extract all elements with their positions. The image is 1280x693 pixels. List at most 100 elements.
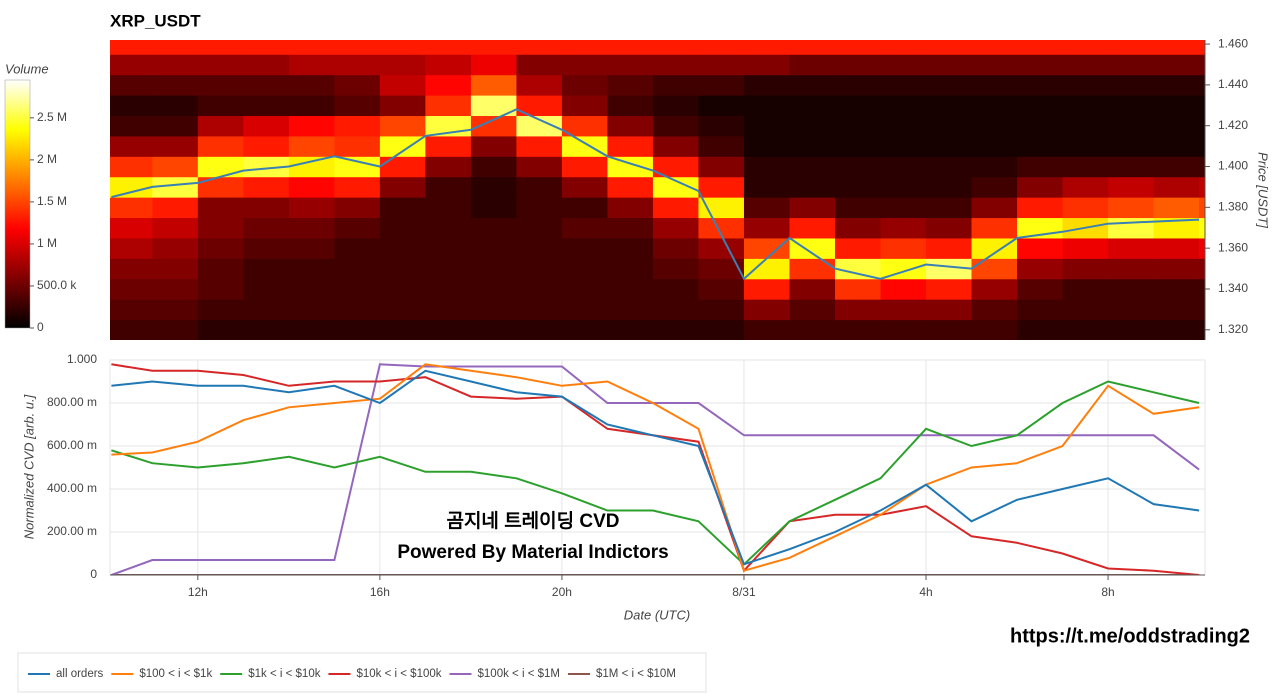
heat-cell [1199,176,1205,198]
heat-cell [425,135,472,157]
heat-cell [1017,237,1064,259]
y-axis-title: Normalized CVD [arb. u.] [21,394,36,539]
heat-cell [834,237,882,259]
price-line [111,108,1200,281]
heat-cell [698,156,745,178]
heat-cell [516,278,563,300]
colorbar-tick-label: 0 [37,320,44,334]
heat-cell [698,95,745,117]
heat-cell [1199,95,1205,117]
x-tick-label: 8h [1101,585,1114,599]
heat-cell [470,54,517,76]
heat-cell [743,40,790,55]
heat-cell [607,74,654,96]
heat-cell [334,319,381,340]
heat-cell [607,176,654,198]
heat-cell [698,319,745,340]
heat-cell [1199,319,1205,340]
heat-cell [834,258,882,280]
y-tick-label: 800.00 m [47,395,97,409]
legend-label: $100k < i < $1M [478,668,560,680]
heat-cell [789,217,836,239]
heat-cell [1108,197,1155,219]
heat-cell [789,156,836,178]
heat-cell [743,217,790,239]
heat-cell [470,176,517,198]
heat-cell [607,299,654,321]
heat-cell [110,176,153,198]
heat-cell [789,258,836,280]
heat-cell [243,74,290,96]
heat-cell [516,115,563,137]
heat-cell [1062,176,1109,198]
heat-cell [152,40,199,55]
heat-cell [1062,95,1109,117]
heat-cell [652,156,699,178]
heat-cell [1017,115,1064,137]
heat-cell [425,278,472,300]
heat-cell [652,95,699,117]
heat-cell [334,95,381,117]
heat-cell [288,176,335,198]
heat-cell [789,278,836,300]
heat-cell [516,54,563,76]
heat-cell [1062,258,1109,280]
heat-cell [607,278,654,300]
heat-cell [288,299,335,321]
heat-cell [1153,278,1200,300]
heat-cell [561,156,608,178]
heat-cell [243,115,290,137]
heat-cell [1108,40,1155,55]
heat-cell [197,135,244,157]
heat-cell [743,197,790,219]
heat-cell [425,40,472,55]
heat-cell [971,237,1018,259]
heat-cell [880,258,927,280]
heat-cell [334,237,381,259]
heat-cell [652,237,699,259]
heat-cell [926,74,973,96]
heat-cell [516,74,563,96]
heat-cell [379,135,426,157]
heat-cell [110,54,153,76]
heat-cell [197,156,244,178]
heat-cell [1153,95,1200,117]
heat-cell [425,176,472,198]
heat-cell [743,258,790,280]
heat-cell [1062,156,1109,178]
heat-cell [379,74,426,96]
heat-cell [243,197,290,219]
heat-cell [288,95,335,117]
heat-cell [516,176,563,198]
heat-cell [607,319,654,340]
heat-cell [1062,115,1109,137]
heat-cell [789,54,836,76]
heat-cell [652,40,699,55]
y-tick-label: 1.400 [1218,159,1248,173]
heat-cell [1153,74,1200,96]
heat-cell [607,237,654,259]
heat-cell [561,319,608,340]
heat-cell [288,135,335,157]
heat-cell [743,237,790,259]
heat-cell [1017,197,1064,219]
heat-cell [926,54,973,76]
heat-cell [926,278,973,300]
heat-cell [110,278,153,300]
heat-cell [561,299,608,321]
y-tick-label: 200.00 m [47,524,97,538]
heat-cell [607,135,654,157]
heat-cell [379,95,426,117]
heat-cell [880,278,927,300]
heat-cell [698,176,745,198]
heat-cell [698,40,745,55]
lines [111,363,1200,575]
heat-cell [470,156,517,178]
heat-cell [334,258,381,280]
heat-cell [243,278,290,300]
plot-area [109,359,1206,576]
heat-cell [1199,115,1205,137]
heat-cell [334,135,381,157]
heat-cell [1153,299,1200,321]
heat-cell [1062,135,1109,157]
